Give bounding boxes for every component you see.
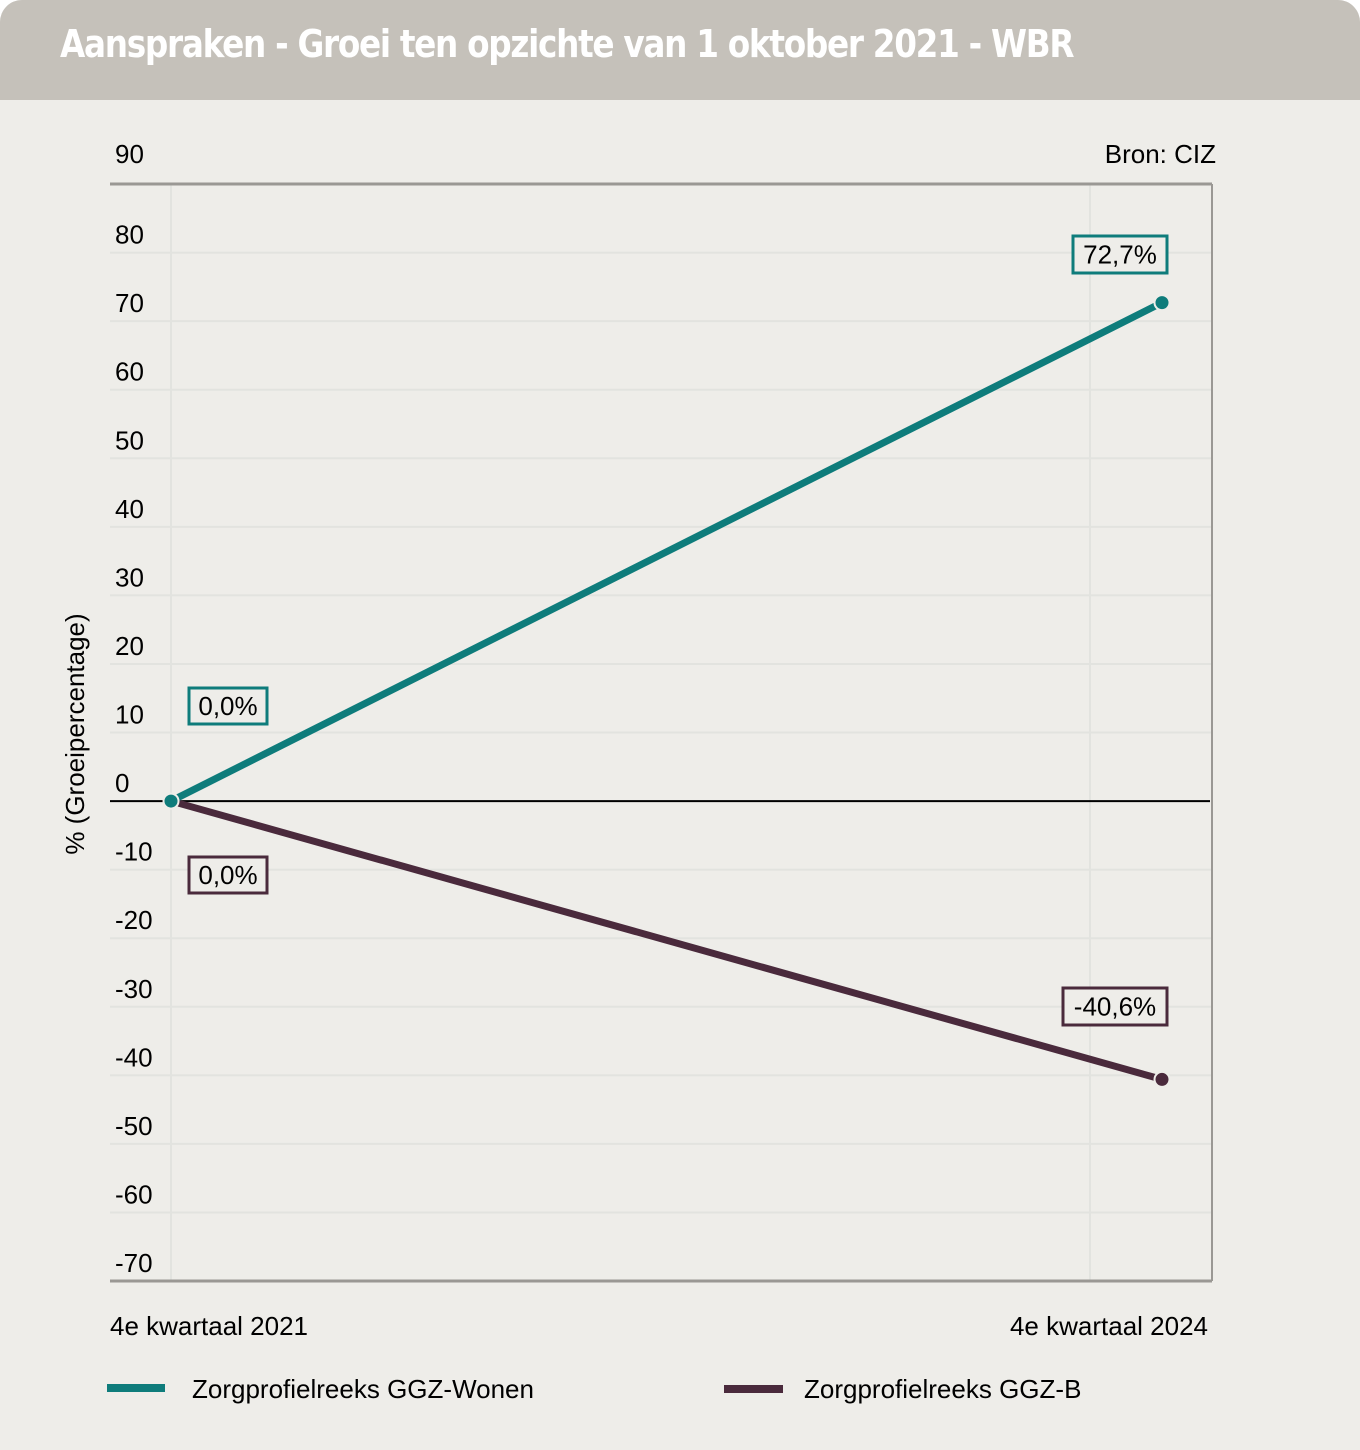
y-tick-label: 10 (115, 700, 144, 730)
x-tick-label-end: 4e kwartaal 2024 (1010, 1311, 1208, 1341)
series-line-0 (169, 299, 1164, 805)
y-tick-label: 90 (115, 139, 144, 169)
data-label: -40,6% (1074, 992, 1156, 1022)
y-tick-label: -10 (115, 837, 153, 867)
x-tick-label-start: 4e kwartaal 2021 (110, 1311, 308, 1341)
y-tick-label: 50 (115, 425, 144, 455)
legend-item-ggz-b[interactable]: Zorgprofielreeks GGZ-B (724, 1374, 1081, 1404)
legend-swatch-ggz-wonen (107, 1384, 165, 1392)
y-tick-label: 70 (115, 288, 144, 318)
data-label: 72,7% (1083, 240, 1157, 270)
y-tick-label: 80 (115, 220, 144, 250)
data-label-box (187, 686, 269, 726)
data-point (162, 792, 180, 810)
y-tick-labels: 90 80 70 60 50 40 30 20 10 0 -10 -20 -30 -40 -50 -60 -70 (115, 139, 153, 1278)
legend-label-ggz-b: Zorgprofielreeks GGZ-B (804, 1374, 1081, 1404)
chart-header: Aanspraken - Groei ten opzichte van 1 ok… (0, 0, 1360, 100)
legend-swatch-ggz-b (724, 1385, 783, 1393)
data-label-box (1071, 234, 1169, 275)
data-label-box (1061, 986, 1169, 1027)
legend-item-ggz-wonen[interactable]: Zorgprofielreeks GGZ-Wonen (107, 1374, 534, 1404)
y-tick-label: -40 (115, 1042, 153, 1072)
y-tick-label: 0 (115, 768, 129, 798)
gridlines (110, 184, 1212, 1281)
data-point (1153, 1070, 1171, 1088)
y-tick-label: 40 (115, 494, 144, 524)
data-label: 0,0% (198, 691, 257, 721)
y-tick-label: 60 (115, 357, 144, 387)
legend: Zorgprofielreeks GGZ-Wonen Zorgprofielre… (107, 1374, 1081, 1404)
chart-title: Aanspraken - Groei ten opzichte van 1 ok… (60, 22, 1075, 66)
y-tick-label: -50 (115, 1111, 153, 1141)
series-lines (162, 294, 1171, 1088)
y-axis-label: % (Groeipercentage) (60, 613, 90, 854)
data-label-box (187, 855, 269, 895)
data-label: 0,0% (198, 860, 257, 890)
source-label: Bron: CIZ (1105, 139, 1216, 169)
y-tick-label: -70 (115, 1248, 153, 1278)
y-tick-label: -30 (115, 974, 153, 1004)
plot-frame (110, 182, 1213, 1283)
data-labels: 0,0% 72,7% 0,0% -40,6% (187, 234, 1169, 1027)
series-line-1 (170, 797, 1163, 1083)
data-point (1153, 294, 1171, 312)
y-tick-label: -20 (115, 905, 153, 935)
y-tick-label: 20 (115, 631, 144, 661)
y-tick-label: -60 (115, 1179, 153, 1209)
legend-label-ggz-wonen: Zorgprofielreeks GGZ-Wonen (192, 1374, 534, 1404)
y-tick-label: 30 (115, 562, 144, 592)
